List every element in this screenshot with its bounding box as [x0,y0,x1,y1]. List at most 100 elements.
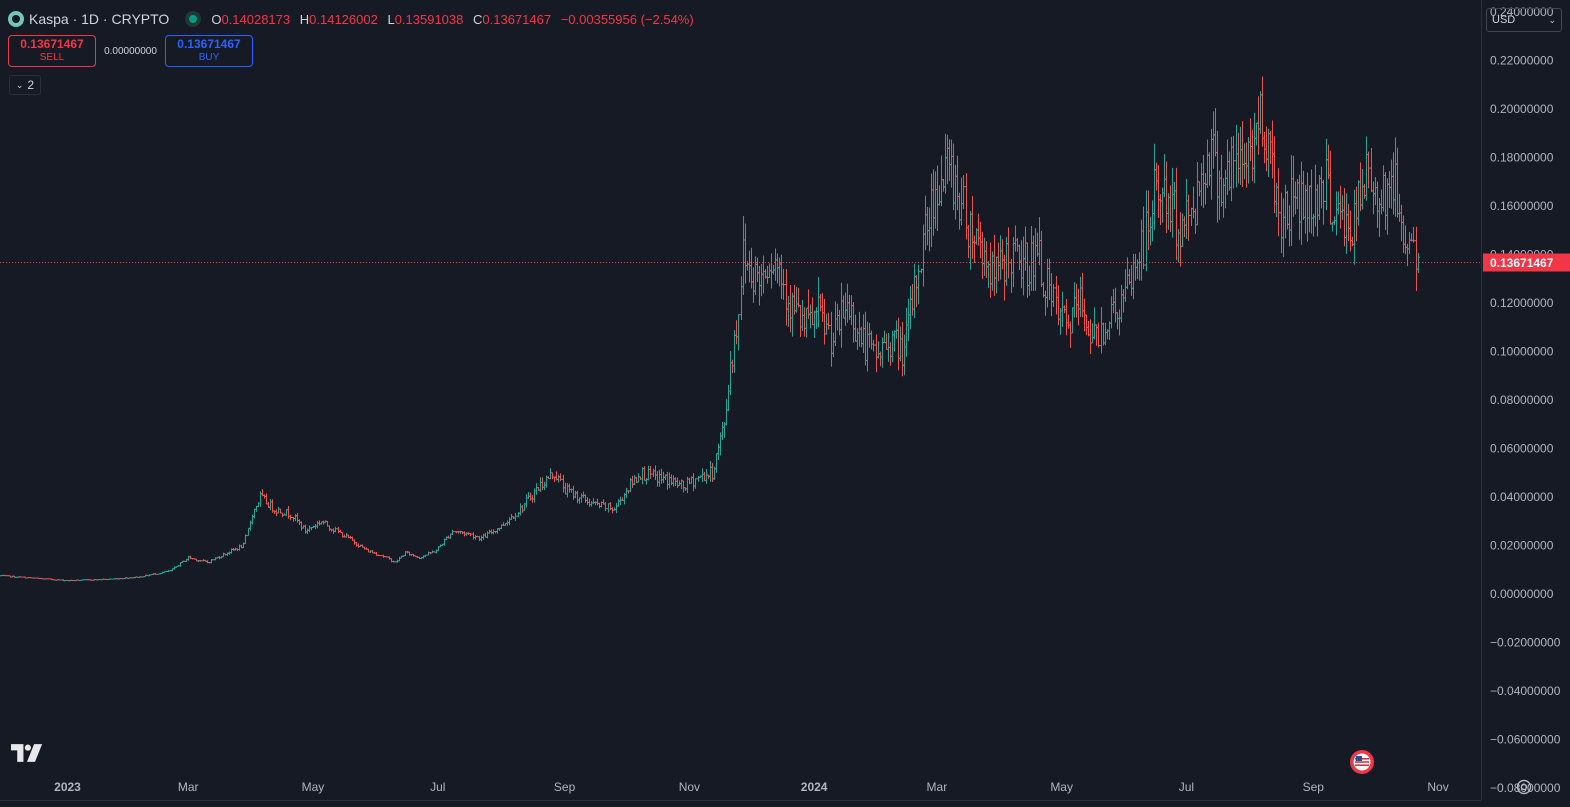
ohlc-bar [866,321,869,372]
ohlc-bar [1388,171,1391,209]
ohlc-bar [1059,307,1062,335]
ohlc-bar [971,196,974,259]
ohlc-bar [930,173,933,248]
ohlc-bar [1249,118,1252,162]
chart-pane[interactable]: Kaspa · 1D · CRYPTO O0.14028173 H0.14126… [0,0,1481,800]
ohlc-bar [469,533,472,537]
indicators-collapse-button[interactable]: ⌄ 2 [9,75,41,95]
ohlc-bar [472,532,475,540]
ohlc-bar [525,494,528,508]
ohlc-bar [244,534,247,545]
ohlc-bar [744,223,747,284]
ohlc-bar [1003,254,1006,301]
ohlc-bar [445,536,448,541]
ohlc-bar [748,250,751,283]
ohlc-bar [1380,189,1383,215]
ohlc-bar [633,475,636,485]
ohlc-bar [514,512,517,521]
ohlc-bar [830,311,833,367]
y-tick-label: 0.10000000 [1490,345,1554,359]
ohlc-bar [308,525,311,533]
ohlc-bar [1194,208,1197,234]
ohlc-bar [1153,143,1156,230]
ohlc-bar [535,483,538,495]
ohlc-bar [827,312,830,330]
ohlc-bar [643,466,646,481]
buy-button[interactable]: 0.13671467 BUY [165,35,253,67]
ohlc-bar [997,242,1000,282]
ohlc-bar [647,465,650,481]
ohlc-bar [1007,227,1010,279]
ohlc-bar [480,535,483,542]
ohlc-bar [870,330,873,350]
ohlc-bar [901,321,904,377]
ohlc-bar [1359,162,1362,212]
ohlc-bar [1142,206,1145,270]
y-tick-label: 0.12000000 [1490,296,1554,310]
ohlc-bar [797,288,800,308]
ohlc-bar [975,228,978,245]
ohlc-bar [1204,173,1207,205]
ohlc-bar [1079,276,1082,318]
ohlc-bar [1308,185,1311,233]
ohlc-bar [991,251,994,291]
ohlc-bar [478,535,481,542]
ohlc-bar [1181,213,1184,248]
ohlc-bar [1355,186,1358,242]
ohlc-bar [881,337,884,368]
ohlc-bar [328,525,331,532]
us-flag-icon[interactable] [1349,749,1375,775]
ohlc-bar [1347,203,1350,242]
sell-button[interactable]: 0.13671467 SELL [8,35,96,67]
ohlc-bar [1061,291,1064,327]
ohlc-bar [658,469,661,487]
ohlc-bar [228,551,231,555]
ohlc-bar [913,263,916,319]
currency-select[interactable]: USD ⌄ [1486,8,1562,32]
ohlc-bar [1175,167,1178,261]
ohlc-bar [803,307,806,337]
ohlc-bar [1044,290,1047,316]
ohlc-bar [1022,236,1025,296]
tradingview-logo-icon[interactable] [11,744,43,762]
ohlc-bar [64,580,67,582]
ohlc-bar [1198,181,1201,197]
ohlc-bar [805,307,808,338]
ohlc-bar [1224,169,1227,209]
kaspa-logo-icon [8,11,24,27]
ohlc-bar [625,487,628,499]
price-chart[interactable] [0,0,1481,800]
ohlc-bar [1085,314,1088,336]
ohlc-bar [1032,235,1035,292]
y-tick-label: −0.08000000 [1490,781,1561,795]
ohlc-bar [856,328,859,350]
ohlc-bar [819,293,822,312]
ohlc-bar [1220,154,1223,207]
ohlc-bar [1108,321,1111,340]
ohlc-bar [969,211,972,270]
x-tick-label: Nov [1427,780,1448,794]
high-key: H [299,11,310,27]
ohlc-bar [842,295,845,319]
ohlc-bar [1412,226,1415,243]
ohlc-bar [1302,170,1305,220]
y-tick-label: 0.06000000 [1490,441,1554,455]
ohlc-bar [907,298,910,342]
ohlc-bar [1102,322,1105,346]
ohlc-bar [809,304,812,329]
symbol-title[interactable]: Kaspa · 1D · CRYPTO [29,11,170,27]
ohlc-bar [854,314,857,342]
ohlc-bar [877,341,880,359]
ohlc-bar [770,253,773,289]
close-key: C [473,11,483,27]
price-axis[interactable]: 0.24000000 0.22000000 0.20000000 0.18000000… [1481,0,1570,800]
ohlc-bar [306,528,309,535]
ohlc-bar [1036,232,1039,257]
ohlc-bar [999,235,1002,280]
ohlc-bar [903,334,906,376]
ohlc-bar [668,472,671,489]
close-value: 0.13671467 [482,11,552,27]
ohlc-bar [705,469,708,484]
gear-icon[interactable] [1515,778,1533,796]
ohlc-bar [983,237,986,276]
